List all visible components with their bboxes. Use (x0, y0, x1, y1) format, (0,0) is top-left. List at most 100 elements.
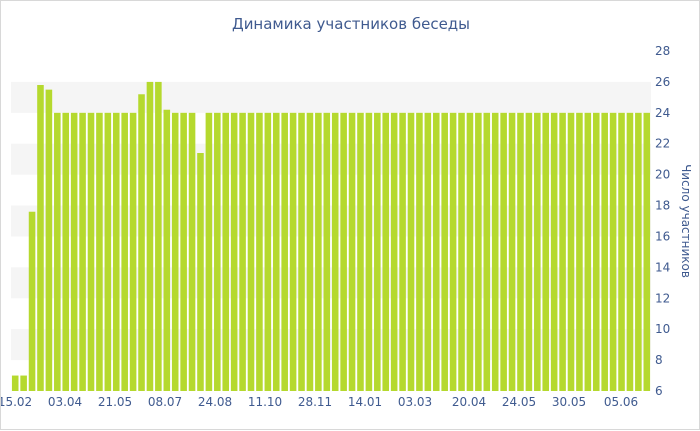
bar[interactable] (576, 112, 583, 391)
y-tick-label: 14 (655, 260, 670, 274)
bar[interactable] (37, 85, 44, 391)
bar[interactable] (264, 112, 272, 391)
bar[interactable] (289, 112, 297, 391)
x-axis-ticks: 15.02 03.04 21.05 08.07 24.08 11.10 28.11 14.01… (1, 395, 638, 409)
bar[interactable] (609, 112, 617, 391)
y-tick-label: 24 (655, 106, 670, 120)
chart-title: Динамика участников беседы (232, 15, 470, 33)
bar[interactable] (382, 112, 390, 391)
bar[interactable] (230, 112, 238, 391)
bar[interactable] (188, 112, 196, 391)
y-tick-label: 26 (655, 75, 670, 89)
bar[interactable] (272, 112, 280, 391)
bar[interactable] (643, 112, 651, 391)
bar[interactable] (54, 112, 61, 391)
bar[interactable] (28, 211, 36, 391)
bar[interactable] (550, 112, 558, 391)
bar[interactable] (197, 153, 204, 391)
bar[interactable] (298, 112, 305, 391)
bar[interactable] (62, 112, 70, 391)
bar[interactable] (635, 112, 642, 391)
bar[interactable] (45, 89, 53, 391)
bar[interactable] (214, 112, 221, 391)
bar[interactable] (517, 112, 524, 391)
bar[interactable] (104, 112, 112, 391)
bar[interactable] (20, 375, 27, 391)
x-tick-label: 21.05 (98, 395, 132, 409)
bar[interactable] (407, 112, 415, 391)
bar[interactable] (70, 112, 78, 391)
bar[interactable] (508, 112, 516, 391)
y-tick-label: 10 (655, 322, 670, 336)
bar[interactable] (163, 109, 171, 391)
x-tick-label: 24.05 (502, 395, 536, 409)
bar[interactable] (449, 112, 457, 391)
y-axis-label: Число участников (679, 164, 693, 278)
bar[interactable] (239, 112, 246, 391)
bar[interactable] (112, 112, 120, 391)
bar[interactable] (432, 112, 440, 391)
bar[interactable] (500, 112, 507, 391)
bar[interactable] (11, 375, 19, 391)
bar[interactable] (374, 112, 381, 391)
x-tick-label: 03.03 (398, 395, 432, 409)
bar[interactable] (222, 112, 230, 391)
bar[interactable] (171, 112, 179, 391)
bar[interactable] (340, 112, 347, 391)
bar[interactable] (525, 112, 533, 391)
bar[interactable] (626, 112, 634, 391)
bar[interactable] (475, 112, 482, 391)
bar[interactable] (247, 112, 255, 391)
bar[interactable] (424, 112, 432, 391)
x-tick-label: 24.08 (198, 395, 232, 409)
bar[interactable] (534, 112, 541, 391)
bar-series (11, 81, 651, 392)
bar[interactable] (146, 81, 154, 391)
bar[interactable] (483, 112, 491, 391)
bar[interactable] (567, 112, 575, 391)
bar[interactable] (441, 112, 448, 391)
bar[interactable] (87, 112, 95, 391)
bar[interactable] (416, 112, 423, 391)
y-tick-label: 6 (655, 384, 663, 398)
x-tick-label: 20.04 (452, 395, 486, 409)
bar[interactable] (180, 112, 187, 391)
bar[interactable] (155, 81, 162, 391)
bar[interactable] (331, 112, 339, 391)
x-tick-label: 14.01 (348, 395, 382, 409)
x-tick-label: 15.02 (1, 395, 32, 409)
bar[interactable] (323, 112, 331, 391)
bar[interactable] (138, 94, 145, 392)
bar[interactable] (365, 112, 373, 391)
bar[interactable] (281, 112, 288, 391)
y-tick-label: 16 (655, 230, 670, 244)
bar[interactable] (315, 112, 322, 391)
bar[interactable] (390, 112, 398, 391)
bar[interactable] (466, 112, 474, 391)
bar[interactable] (491, 112, 499, 391)
bar[interactable] (584, 112, 592, 391)
bar[interactable] (129, 112, 137, 391)
bar[interactable] (601, 112, 608, 391)
bar[interactable] (79, 112, 86, 391)
bar[interactable] (399, 112, 406, 391)
x-tick-label: 11.10 (248, 395, 282, 409)
bar[interactable] (306, 112, 314, 391)
bar[interactable] (348, 112, 356, 391)
bar[interactable] (357, 112, 364, 391)
bar[interactable] (618, 112, 625, 391)
y-tick-label: 12 (655, 291, 670, 305)
bar[interactable] (121, 112, 128, 391)
bar[interactable] (542, 112, 550, 391)
bar[interactable] (559, 112, 566, 391)
bar[interactable] (458, 112, 465, 391)
y-tick-label: 22 (655, 137, 670, 151)
x-tick-label: 28.11 (298, 395, 332, 409)
y-tick-label: 8 (655, 353, 663, 367)
bar[interactable] (256, 112, 263, 391)
bar[interactable] (205, 112, 213, 391)
bar[interactable] (592, 112, 600, 391)
bar[interactable] (96, 112, 103, 391)
x-tick-label: 05.06 (604, 395, 638, 409)
